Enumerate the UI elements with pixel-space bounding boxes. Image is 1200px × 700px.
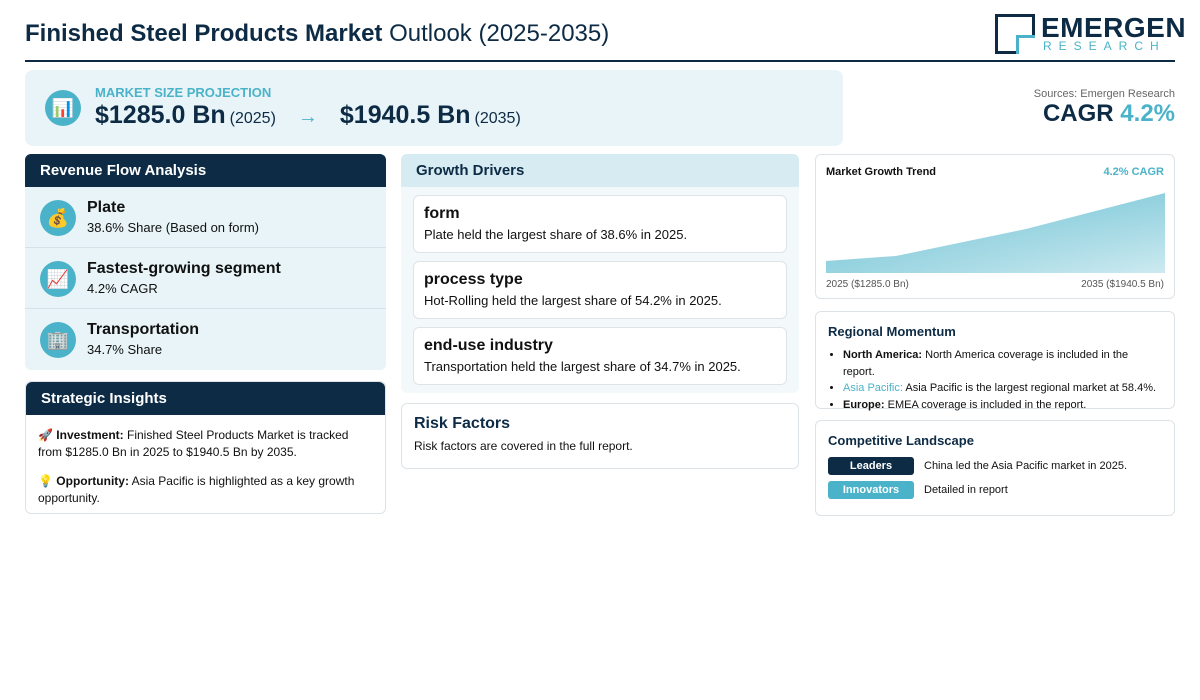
item-subtitle: 34.7% Share [87, 342, 163, 357]
driver-text: Transportation held the largest share of… [424, 359, 741, 374]
trend-badge: 4.2% CAGR [1103, 166, 1164, 178]
competitor-row: Innovators Detailed in report [828, 481, 1162, 499]
competitor-tag: Innovators [828, 481, 914, 499]
logo-icon [995, 14, 1035, 54]
region-text: North America coverage is included in th… [843, 349, 1129, 378]
end-value: $1940.5 Bn [339, 101, 471, 129]
page-title: Finished Steel Products Market Outlook (… [25, 20, 609, 48]
item-title: Fastest-growing segment [87, 260, 281, 277]
section-title: Competitive Landscape [828, 433, 974, 448]
risk-text: Risk factors are covered in the full rep… [414, 439, 633, 453]
projection-label: MARKET SIZE PROJECTION [95, 85, 272, 100]
competitive-landscape: Competitive Landscape Leaders China led t… [815, 420, 1175, 516]
revenue-flow: Revenue Flow Analysis 💰 Plate 38.6% Share … [25, 154, 386, 370]
insight-label: Opportunity: [56, 474, 129, 488]
revenue-item: 📈 Fastest-growing segment 4.2% CAGR [25, 248, 386, 309]
region-name: Europe: [843, 398, 885, 411]
revenue-item: 💰 Plate 38.6% Share (Based on form) [25, 187, 386, 248]
region-list: North America: North America coverage is… [828, 347, 1162, 413]
insight-icon: 💡 [38, 474, 53, 488]
competitor-text: Detailed in report [924, 484, 1008, 496]
competitor-row: Leaders China led the Asia Pacific market… [828, 457, 1162, 475]
section-title: Revenue Flow Analysis [25, 154, 386, 187]
trend-graphic [826, 193, 1165, 273]
trend-start: 2025 ($1285.0 Bn) [826, 279, 909, 290]
section-title: Risk Factors [414, 415, 511, 432]
region-text: EMEA coverage is included in the report. [887, 398, 1087, 411]
strategic-insights: Strategic Insights 🚀 Investment: Finishe… [25, 381, 386, 514]
regional-momentum: Regional Momentum North America: North A… [815, 311, 1175, 411]
region-name: Asia Pacific: [843, 382, 903, 394]
region-item: Asia Pacific: Asia Pacific is the larges… [843, 380, 1162, 397]
insight-text: Finished Steel Products Market is tracke… [38, 428, 349, 459]
projection-values: $1285.0 Bn (2025) → $1940.5 Bn (2035) [95, 101, 521, 130]
competitor-list: Leaders China led the Asia Pacific market… [828, 457, 1162, 499]
section-title: Strategic Insights [26, 382, 385, 415]
start-value: $1285.0 Bn [95, 101, 226, 129]
region-name: North America: [843, 349, 923, 361]
driver-card: form Plate held the largest share of 38.6… [413, 195, 787, 253]
driver-card: end-use industry Transportation held the … [413, 327, 787, 385]
insight-icon: 🚀 [38, 428, 53, 442]
driver-title: form [424, 205, 460, 222]
item-subtitle: 38.6% Share (Based on form) [87, 220, 259, 235]
driver-text: Plate held the largest share of 38.6% in… [424, 227, 688, 242]
insight: 🚀 Investment: Finished Steel Products Ma… [26, 427, 385, 461]
revenue-items: 💰 Plate 38.6% Share (Based on form) 📈 Fastes… [25, 187, 386, 370]
insight: 💡 Opportunity: Asia Pacific is highlight… [26, 473, 385, 507]
cagr-value: 4.2% [1120, 100, 1175, 127]
title-rest: Outlook (2025-2035) [389, 20, 610, 47]
cagr: CAGR 4.2% [1043, 100, 1175, 128]
logo-sub: RESEARCH [1043, 39, 1166, 53]
risk-factors: Risk Factors Risk factors are covered in… [401, 403, 799, 469]
section-title: Growth Drivers [401, 154, 799, 187]
end-year: (2035) [474, 110, 521, 127]
section-title: Market Growth Trend [826, 166, 937, 178]
revenue-item: 🏢 Transportation 34.7% Share [25, 309, 386, 370]
logo: EMERGEN RESEARCH [995, 12, 1186, 56]
arrow: → [297, 106, 318, 128]
insight-label: Investment: [56, 428, 124, 442]
cagr-label: CAGR [1042, 100, 1114, 127]
projection-panel: 📊 MARKET SIZE PROJECTION $1285.0 Bn (2025… [25, 70, 843, 146]
item-title: Plate [87, 199, 126, 216]
logo-main: EMERGEN [1041, 12, 1187, 43]
competitor-text: China led the Asia Pacific market in 202… [924, 460, 1128, 472]
region-item: North America: North America coverage is… [843, 347, 1162, 380]
driver-items: form Plate held the largest share of 38.6… [401, 195, 799, 385]
header-rule [25, 60, 1175, 62]
insight-items: 🚀 Investment: Finished Steel Products Ma… [26, 427, 385, 507]
item-title: Transportation [87, 321, 200, 338]
competitor-tag: Leaders [828, 457, 914, 475]
section-title: Regional Momentum [828, 324, 956, 339]
region-item: Europe: EMEA coverage is included in the… [843, 397, 1162, 414]
title-bold: Finished Steel Products Market [25, 20, 383, 47]
item-icon: 🏢 [40, 322, 76, 358]
insight-text: Asia Pacific is highlighted as a key gro… [38, 474, 355, 505]
driver-title: process type [424, 271, 523, 288]
projection-icon: 📊 [45, 90, 81, 126]
region-text: Asia Pacific is the largest regional mar… [905, 382, 1157, 394]
growth-drivers: Growth Drivers form Plate held the larges… [401, 154, 799, 393]
driver-card: process type Hot-Rolling held the largest… [413, 261, 787, 319]
trend-area-shade [826, 193, 1165, 273]
growth-trend: Market Growth Trend 4.2% CAGR 2025 ($128… [815, 154, 1175, 299]
start-year: (2025) [229, 110, 276, 127]
item-icon: 📈 [40, 261, 76, 297]
item-subtitle: 4.2% CAGR [87, 281, 158, 296]
driver-title: end-use industry [424, 337, 553, 354]
trend-end: 2035 ($1940.5 Bn) [1081, 279, 1164, 290]
item-icon: 💰 [40, 200, 76, 236]
sources: Sources: Emergen Research [1033, 88, 1175, 100]
driver-text: Hot-Rolling held the largest share of 54… [424, 293, 722, 308]
